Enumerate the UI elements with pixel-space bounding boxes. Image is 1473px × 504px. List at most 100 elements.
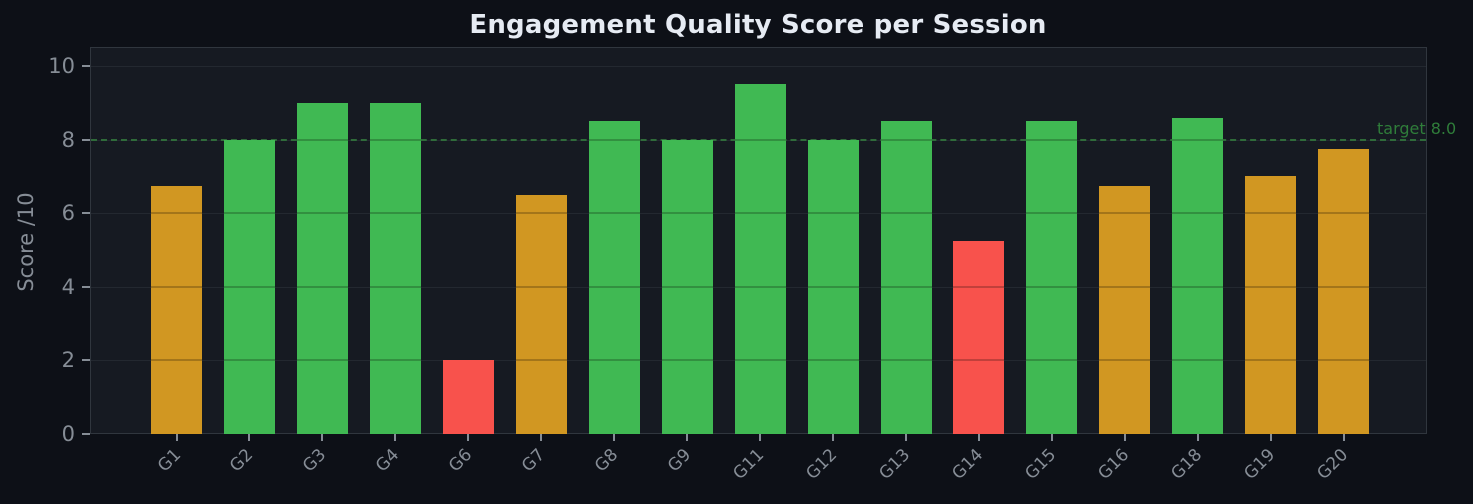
bar-g18[interactable] (1172, 117, 1224, 434)
bar-gridline (588, 285, 640, 288)
x-tick (1050, 434, 1053, 441)
bar-gridline (953, 359, 1005, 362)
bar-gridline (296, 138, 348, 141)
x-tick (1342, 434, 1345, 441)
bar-g13[interactable] (880, 121, 932, 434)
y-tick-label: 8 (61, 127, 75, 152)
gridline (91, 66, 1426, 67)
y-tick (82, 359, 90, 362)
x-tick-label: G16 (1094, 445, 1133, 484)
x-tick (613, 434, 616, 441)
x-tick-label: G8 (591, 445, 623, 477)
bar-g15[interactable] (1026, 121, 1078, 434)
bar-gridline (1245, 359, 1297, 362)
x-tick-label: G6 (445, 445, 477, 477)
bar-gridline (1026, 212, 1078, 215)
bar-gridline (661, 212, 713, 215)
x-tick (1196, 434, 1199, 441)
bar-gridline (369, 359, 421, 362)
y-tick (82, 65, 90, 67)
bar-gridline (1026, 285, 1078, 288)
bar-gridline (880, 138, 932, 141)
x-tick-label: G18 (1167, 445, 1206, 484)
bar-gridline (880, 285, 932, 288)
bar-g8[interactable] (588, 121, 640, 434)
x-tick-label: G2 (226, 445, 258, 477)
x-tick (394, 434, 397, 441)
y-tick-label: 0 (61, 422, 75, 446)
x-tick (248, 434, 251, 441)
bar-gridline (1099, 212, 1151, 215)
y-axis-label: Score /10 (14, 192, 38, 292)
bar-g12[interactable] (807, 139, 859, 434)
bar-g14[interactable] (953, 240, 1005, 434)
bar-gridline (661, 359, 713, 362)
bar-g2[interactable] (223, 139, 275, 434)
bar-g20[interactable] (1318, 148, 1370, 434)
bar-gridline (223, 212, 275, 215)
y-tick (82, 212, 90, 215)
bar-g7[interactable] (515, 194, 567, 434)
bar-gridline (1318, 285, 1370, 288)
x-tick (977, 434, 980, 441)
x-tick (1269, 434, 1272, 441)
x-tick-label: G1 (153, 445, 185, 477)
bar-gridline (296, 212, 348, 215)
x-tick (467, 434, 470, 441)
bar-gridline (807, 212, 859, 215)
x-tick (1123, 434, 1126, 441)
bar-g3[interactable] (296, 102, 348, 434)
x-tick (759, 434, 762, 441)
bar-g1[interactable] (151, 185, 202, 434)
x-tick-label: G14 (948, 445, 988, 484)
bar-g16[interactable] (1099, 185, 1151, 434)
bar-gridline (1172, 212, 1224, 215)
bar-gridline (1099, 285, 1151, 288)
x-tick (686, 434, 689, 441)
bar-gridline (369, 138, 421, 141)
bar-g19[interactable] (1245, 176, 1297, 434)
y-tick (82, 433, 90, 435)
bar-g11[interactable] (734, 84, 786, 434)
bar-gridline (1318, 359, 1370, 362)
x-tick-label: G11 (729, 445, 769, 484)
x-tick-label: G19 (1240, 445, 1279, 484)
x-tick (832, 434, 835, 441)
x-tick-label: G3 (299, 445, 331, 477)
bar-gridline (151, 285, 202, 288)
bar-gridline (661, 285, 713, 288)
y-tick-label: 6 (61, 201, 75, 226)
x-tick-label: G13 (875, 445, 915, 484)
bar-gridline (734, 359, 786, 362)
bar-gridline (151, 212, 202, 215)
y-tick-label: 10 (48, 54, 75, 78)
bar-gridline (515, 285, 567, 288)
bar-gridline (151, 359, 202, 362)
target-label: target 8.0 (1377, 119, 1457, 138)
x-tick (540, 434, 543, 441)
x-tick (175, 434, 178, 441)
bar-g6[interactable] (442, 360, 494, 434)
x-tick (321, 434, 324, 441)
y-tick-label: 4 (61, 274, 75, 299)
x-tick-label: G9 (664, 445, 696, 477)
x-tick-label: G15 (1021, 445, 1061, 484)
bar-gridline (734, 285, 786, 288)
bar-g4[interactable] (369, 102, 421, 434)
bar-gridline (1172, 138, 1224, 141)
x-tick (905, 434, 907, 441)
bar-gridline (734, 212, 786, 215)
bar-gridline (1172, 359, 1224, 362)
bar-gridline (296, 359, 348, 362)
y-tick-label: 2 (61, 348, 75, 373)
bar-g9[interactable] (661, 139, 713, 434)
bar-gridline (807, 359, 859, 362)
bar-gridline (1172, 285, 1224, 288)
bar-gridline (296, 285, 348, 288)
bar-gridline (588, 212, 640, 215)
bar-gridline (515, 212, 567, 215)
x-tick-label: G12 (802, 445, 842, 484)
bar-gridline (880, 359, 932, 362)
bar-gridline (223, 285, 275, 288)
bar-gridline (1245, 285, 1297, 288)
